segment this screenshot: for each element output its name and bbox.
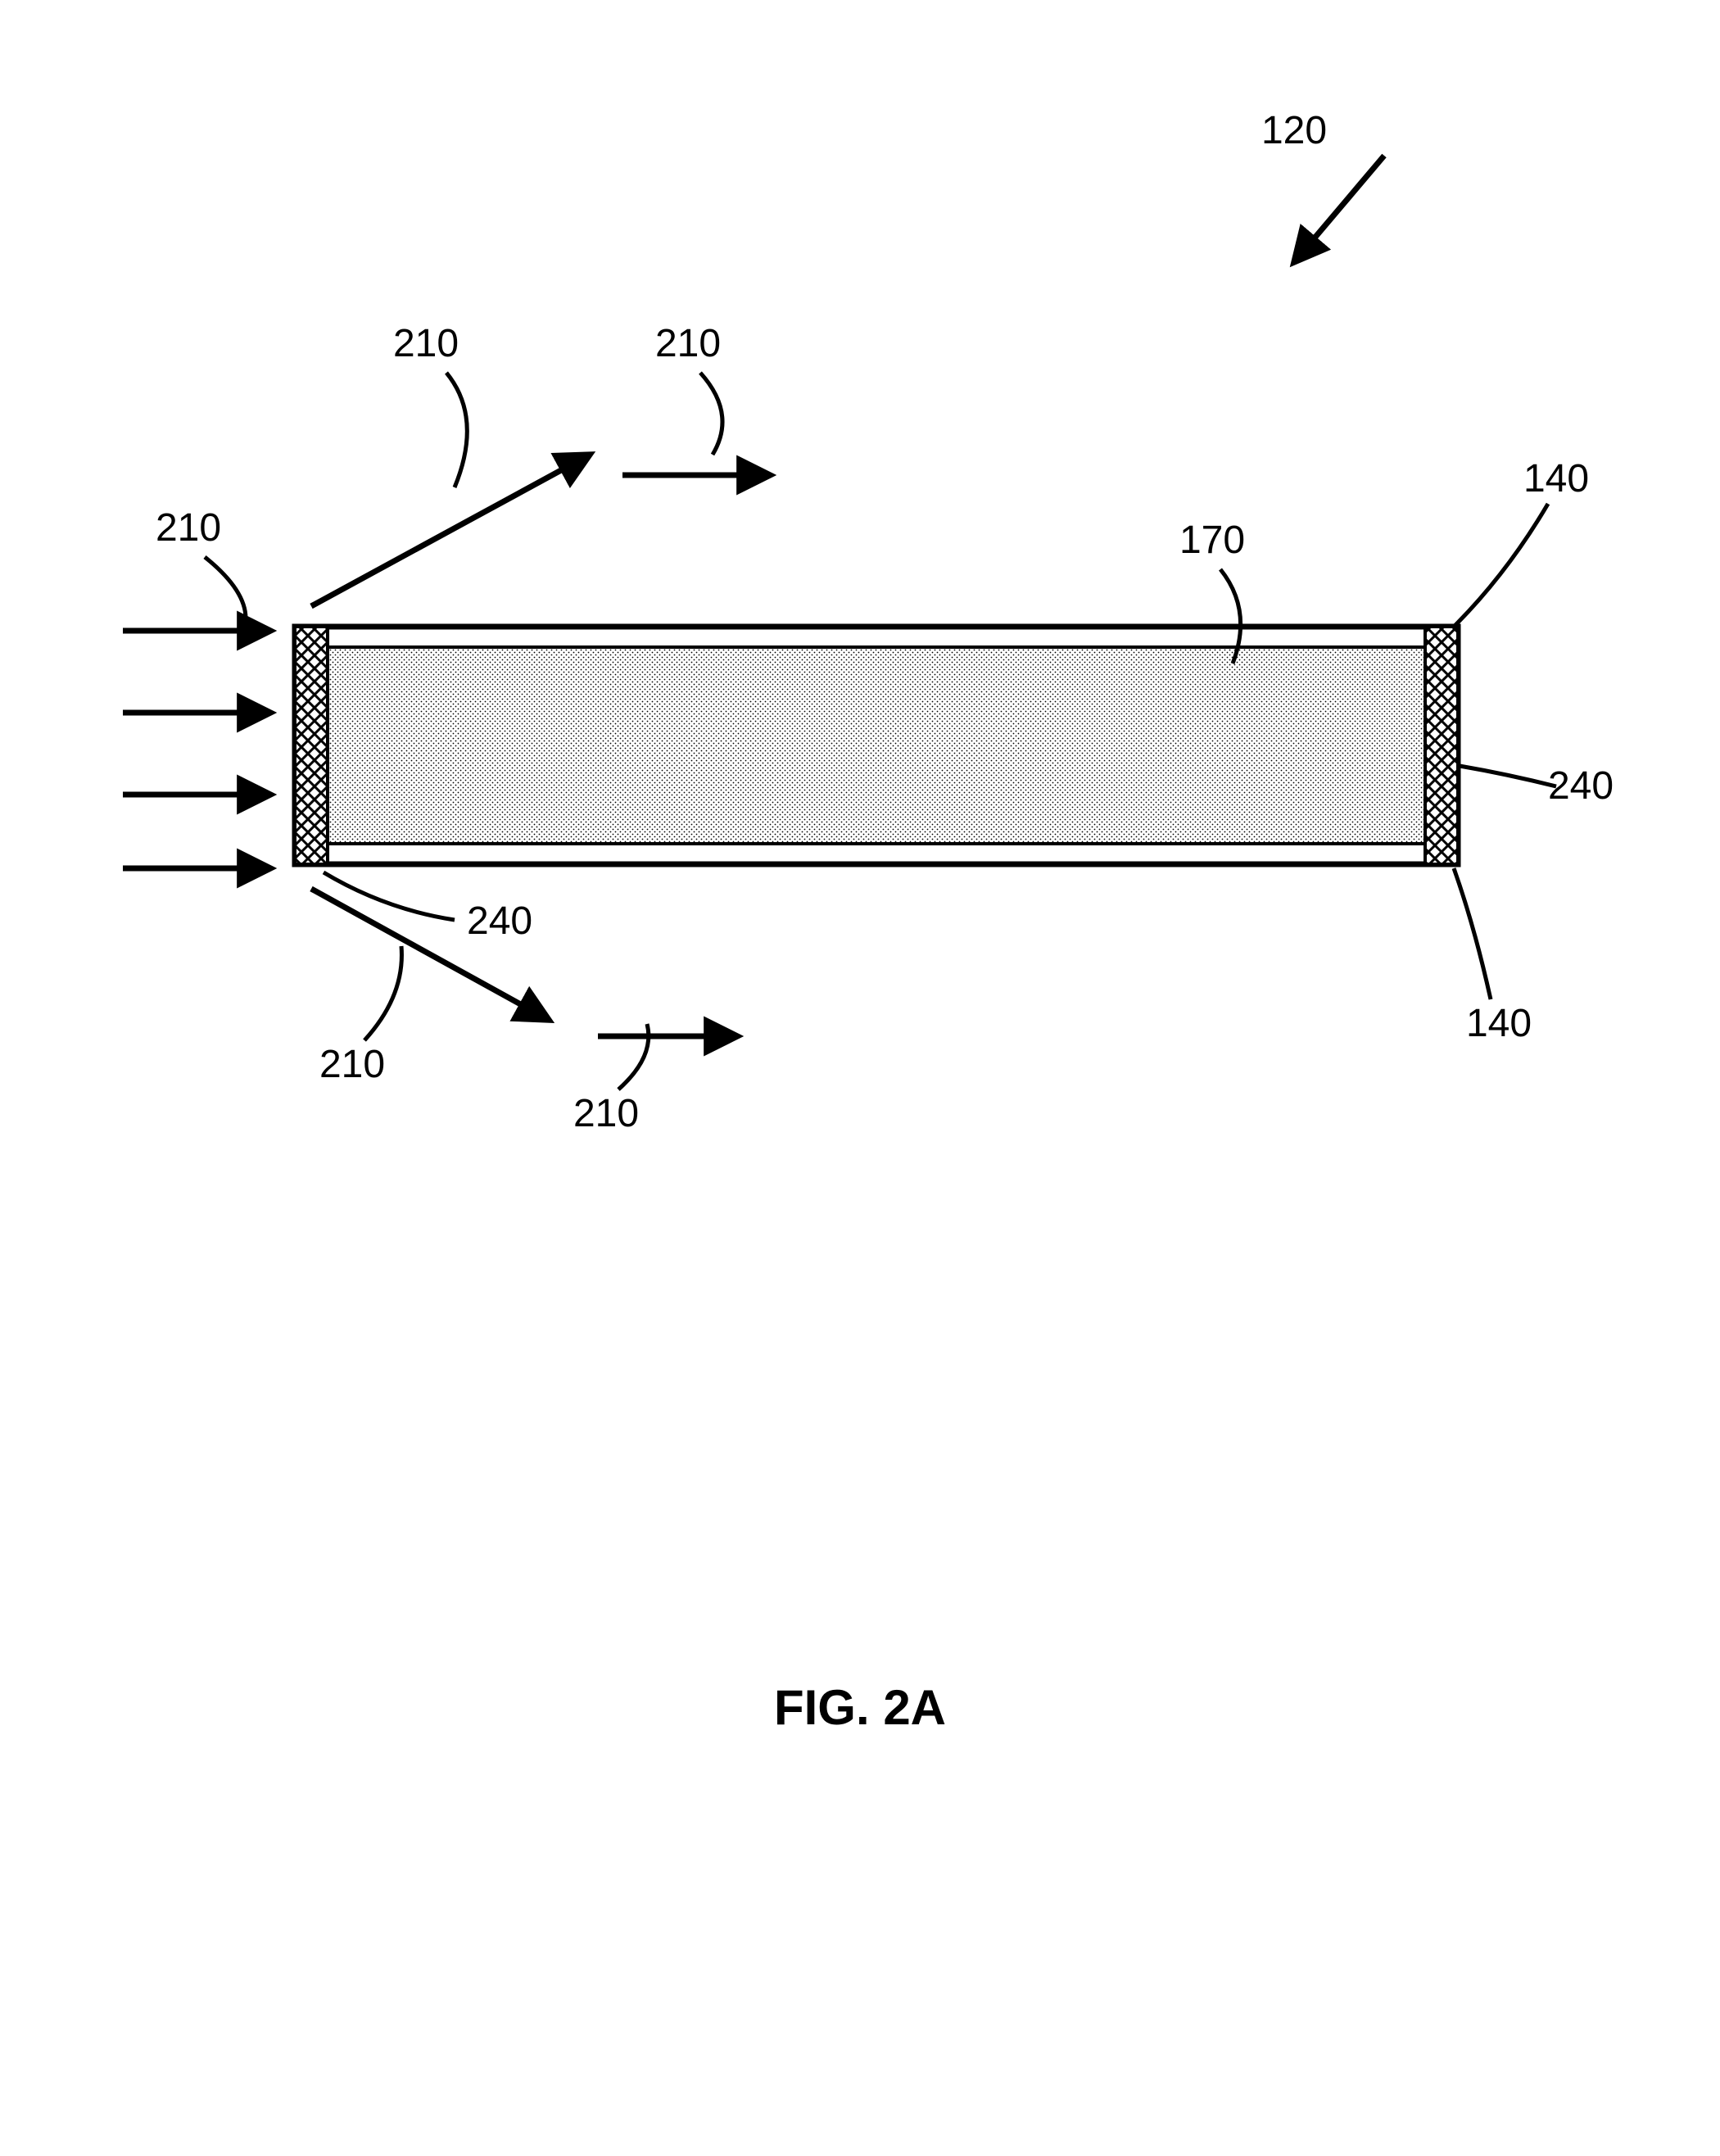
- figure-caption: FIG. 2A: [774, 1680, 946, 1735]
- ref-label: 210: [156, 506, 221, 550]
- ref-label: 240: [1548, 764, 1614, 808]
- leader-line: [1460, 766, 1556, 786]
- leader-line: [205, 557, 246, 618]
- ref-label: 140: [1466, 1002, 1532, 1045]
- ref-label: 120: [1261, 109, 1327, 152]
- leader-line: [1454, 504, 1548, 627]
- leader-line: [700, 373, 722, 455]
- leader-line: [446, 373, 467, 487]
- ref-label: 210: [319, 1043, 385, 1086]
- endcap-left-240: [295, 627, 328, 864]
- core-170: [328, 647, 1425, 844]
- ref-label: 210: [393, 322, 459, 365]
- leader-line: [324, 872, 455, 920]
- assembly-arrow-120: [1294, 156, 1384, 262]
- ref-label: 210: [655, 322, 721, 365]
- leader-line: [364, 946, 401, 1040]
- endcap-right-240: [1425, 627, 1458, 864]
- ref-label: 170: [1179, 519, 1245, 562]
- ref-label: 210: [573, 1092, 639, 1135]
- leader-line: [1454, 868, 1491, 999]
- flow-arrow: [311, 455, 590, 606]
- ref-label: 240: [467, 899, 532, 943]
- ref-label: 140: [1523, 457, 1589, 500]
